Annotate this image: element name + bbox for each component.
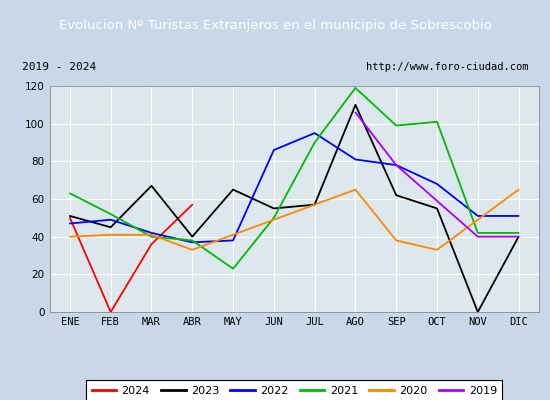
2022 xyxy=(352,157,359,162)
2021 xyxy=(475,230,481,235)
2021 xyxy=(67,191,73,196)
2022 xyxy=(311,131,318,136)
2019 xyxy=(515,234,522,239)
2023 xyxy=(393,193,399,198)
2020 xyxy=(148,232,155,237)
2021 xyxy=(352,86,359,90)
2022 xyxy=(271,148,277,152)
2024 xyxy=(148,242,155,246)
Line: 2021: 2021 xyxy=(70,88,519,269)
2021 xyxy=(515,230,522,235)
2020 xyxy=(393,238,399,243)
2023 xyxy=(311,202,318,207)
2023 xyxy=(148,184,155,188)
2022 xyxy=(393,163,399,168)
2022 xyxy=(107,217,114,222)
2021 xyxy=(434,119,441,124)
Text: Evolucion Nº Turistas Extranjeros en el municipio de Sobrescobio: Evolucion Nº Turistas Extranjeros en el … xyxy=(58,20,492,32)
2020 xyxy=(107,232,114,237)
2021 xyxy=(230,266,236,271)
2023 xyxy=(107,225,114,230)
Line: 2019: 2019 xyxy=(355,112,519,237)
2023 xyxy=(230,187,236,192)
2024 xyxy=(107,310,114,314)
2023 xyxy=(475,310,481,314)
2021 xyxy=(311,140,318,145)
2021 xyxy=(189,238,196,243)
2020 xyxy=(189,248,196,252)
2019 xyxy=(475,234,481,239)
2021 xyxy=(271,216,277,220)
2023 xyxy=(352,102,359,107)
2022 xyxy=(189,240,196,245)
2022 xyxy=(515,214,522,218)
2022 xyxy=(230,238,236,243)
Line: 2024: 2024 xyxy=(70,205,192,312)
2020 xyxy=(67,234,73,239)
2020 xyxy=(515,187,522,192)
Line: 2022: 2022 xyxy=(70,133,519,242)
2023 xyxy=(434,206,441,211)
2022 xyxy=(67,221,73,226)
Text: 2019 - 2024: 2019 - 2024 xyxy=(21,62,96,72)
Legend: 2024, 2023, 2022, 2021, 2020, 2019: 2024, 2023, 2022, 2021, 2020, 2019 xyxy=(86,380,503,400)
2020 xyxy=(434,248,441,252)
2022 xyxy=(148,230,155,235)
Line: 2023: 2023 xyxy=(70,105,519,312)
2023 xyxy=(515,234,522,239)
2024 xyxy=(67,216,73,220)
2023 xyxy=(189,234,196,239)
2023 xyxy=(271,206,277,211)
2019 xyxy=(352,110,359,115)
Line: 2020: 2020 xyxy=(70,190,519,250)
2024 xyxy=(189,202,196,207)
2021 xyxy=(107,212,114,216)
2022 xyxy=(475,214,481,218)
2019 xyxy=(393,163,399,168)
2022 xyxy=(434,182,441,186)
2023 xyxy=(67,214,73,218)
2021 xyxy=(393,123,399,128)
2021 xyxy=(148,234,155,239)
Text: http://www.foro-ciudad.com: http://www.foro-ciudad.com xyxy=(366,62,529,72)
2020 xyxy=(352,187,359,192)
